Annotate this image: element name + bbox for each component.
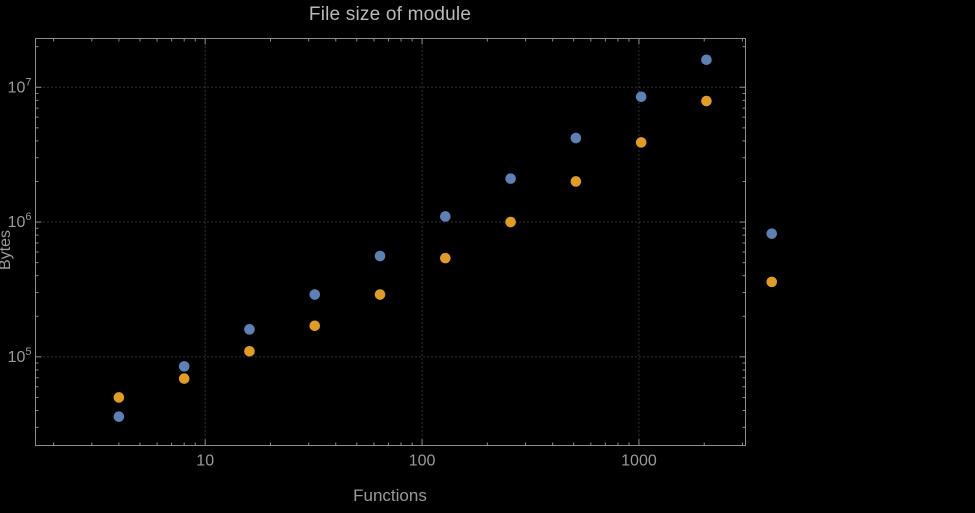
- data-point-series-1-blue: [570, 132, 582, 144]
- data-point-series-2-orange: [766, 276, 778, 288]
- x-tick-label: 1000: [621, 453, 657, 470]
- data-point-series-1-blue: [440, 211, 451, 222]
- y-tick-label: 107: [8, 76, 32, 96]
- data-point-series-2-orange: [635, 137, 647, 148]
- data-point-series-1-blue: [374, 250, 386, 262]
- data-point-series-2-orange: [701, 95, 712, 107]
- y-tick-label: 105: [8, 346, 32, 366]
- x-tick-label: 10: [196, 453, 214, 470]
- x-axis-label: Functions: [353, 486, 427, 505]
- data-point-series-1-blue: [113, 411, 125, 422]
- y-tick-label: 106: [8, 211, 32, 231]
- data-point-series-1-blue: [635, 91, 647, 103]
- data-point-series-2-orange: [244, 345, 255, 357]
- data-point-series-1-blue: [309, 289, 321, 300]
- data-point-series-1-blue: [701, 54, 712, 66]
- y-axis-label: Bytes: [0, 230, 14, 271]
- data-point-series-2-orange: [440, 252, 451, 264]
- data-point-series-2-orange: [570, 176, 582, 187]
- plot-frame: [35, 38, 746, 446]
- data-point-series-2-orange: [178, 373, 190, 384]
- data-point-series-1-blue: [244, 324, 255, 335]
- data-point-series-2-orange: [309, 320, 321, 332]
- x-tick-label: 100: [409, 453, 436, 470]
- data-point-series-1-blue: [766, 228, 778, 239]
- data-point-series-2-orange: [374, 289, 386, 300]
- data-point-series-2-orange: [113, 392, 125, 403]
- data-point-series-1-blue: [505, 173, 516, 184]
- data-point-series-1-blue: [178, 361, 190, 372]
- data-point-series-2-orange: [505, 216, 516, 228]
- chart-title: File size of module: [308, 4, 472, 25]
